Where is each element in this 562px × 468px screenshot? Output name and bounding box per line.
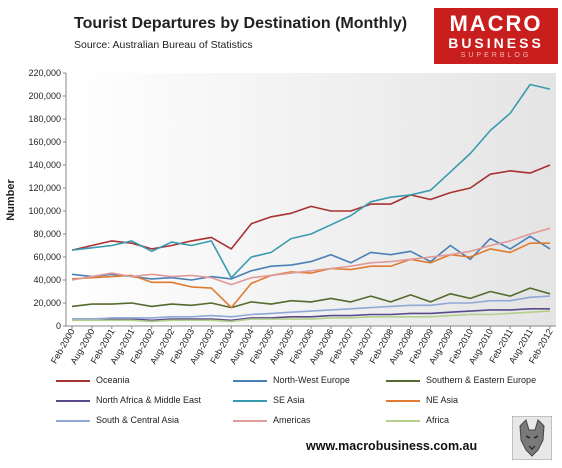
series-line-se-asia: [71, 83, 551, 279]
y-tick-label: 40,000: [33, 275, 61, 285]
series-line-oceania: [71, 164, 551, 251]
legend-label: North Africa & Middle East: [96, 395, 202, 405]
plot-area: [66, 73, 556, 326]
series-line-north-west-europe: [71, 235, 551, 281]
legend-swatch: [386, 420, 420, 422]
macrobusiness-logo: MACRO BUSINESS SUPERBLOG: [434, 8, 558, 64]
y-tick-label: 120,000: [28, 183, 61, 193]
legend-swatch: [56, 380, 90, 382]
legend-label: Africa: [426, 415, 450, 425]
chart-title: Tourist Departures by Destination (Month…: [74, 15, 408, 32]
legend-label: NE Asia: [426, 395, 459, 405]
series-line-southern-eastern-europe: [71, 287, 551, 309]
legend-swatch: [386, 400, 420, 402]
legend-label: South & Central Asia: [96, 415, 180, 425]
legend-swatch: [233, 400, 267, 402]
y-tick-label: 160,000: [28, 137, 61, 147]
logo-line-2: BUSINESS: [448, 35, 544, 51]
y-tick-label: 20,000: [33, 298, 61, 308]
y-tick-label: 220,000: [28, 68, 61, 78]
y-tick-label: 200,000: [28, 91, 61, 101]
y-tick-label: 0: [56, 321, 61, 331]
y-tick-label: 180,000: [28, 114, 61, 124]
legend-swatch: [233, 420, 267, 422]
series-line-ne-asia: [71, 242, 550, 309]
wolf-logo-icon: [512, 416, 552, 460]
legend-swatch: [386, 380, 420, 382]
legend-label: Americas: [273, 415, 311, 425]
series-line-africa: [72, 310, 551, 323]
website-url: www.macrobusiness.com.au: [306, 439, 478, 453]
legend-label: North-West Europe: [273, 375, 350, 385]
y-tick-label: 60,000: [33, 252, 61, 262]
legend-label: Southern & Eastern Europe: [426, 375, 537, 385]
series-line-north-africa-middle-east: [72, 307, 550, 322]
logo-line-3: SUPERBLOG: [460, 52, 532, 59]
y-axis-label: Number: [5, 179, 17, 221]
legend-label: Oceania: [96, 375, 130, 385]
chart-subtitle: Source: Australian Bureau of Statistics: [74, 39, 253, 51]
legend-swatch: [233, 380, 267, 382]
line-chart: 0 20,000 40,000 60,000 80,000 100,000 120,000 1…: [5, 68, 556, 366]
legend-swatch: [56, 400, 90, 402]
y-tick-label: 80,000: [33, 229, 61, 239]
logo-line-1: MACRO: [449, 11, 543, 36]
y-tick-label: 140,000: [28, 160, 61, 170]
y-tick-label: 100,000: [28, 206, 61, 216]
series-line-south-central-asia: [72, 295, 551, 320]
legend-label: SE Asia: [273, 395, 305, 405]
series-line-americas: [71, 227, 551, 286]
legend-swatch: [56, 420, 90, 422]
